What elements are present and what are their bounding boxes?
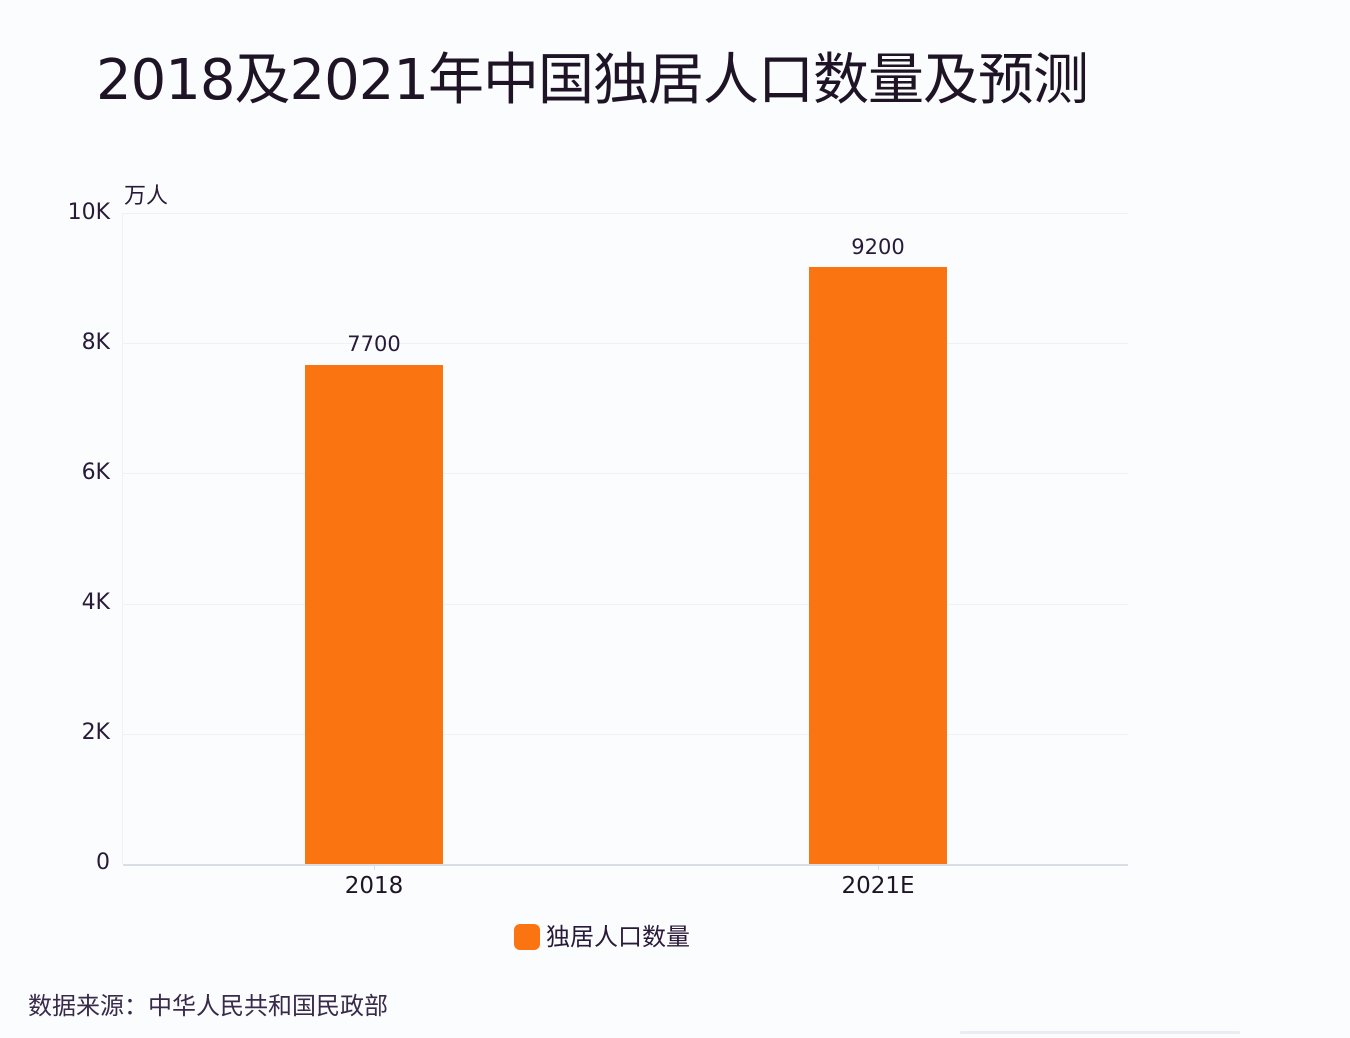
x-tick-mark bbox=[878, 864, 879, 870]
legend-swatch-icon bbox=[514, 924, 540, 950]
gridline-8k bbox=[123, 343, 1128, 344]
gridline-4k bbox=[123, 604, 1128, 605]
bar-2021e[interactable] bbox=[809, 267, 947, 864]
legend[interactable]: 独居人口数量 bbox=[514, 922, 690, 952]
x-tick-label: 2018 bbox=[344, 873, 404, 899]
x-axis-line bbox=[123, 864, 1128, 866]
y-axis-line bbox=[122, 213, 123, 864]
y-tick-label: 0 bbox=[96, 850, 110, 875]
data-source-note: 数据来源：中华人民共和国民政部 bbox=[28, 992, 388, 1020]
bottom-edge-shadow bbox=[960, 1031, 1240, 1034]
y-tick-label: 10K bbox=[67, 200, 110, 225]
y-tick-label: 8K bbox=[81, 330, 110, 355]
gridline-6k bbox=[123, 473, 1128, 474]
chart-title: 2018及2021年中国独居人口数量及预测 bbox=[96, 48, 1089, 113]
y-tick-label: 6K bbox=[81, 460, 110, 485]
y-tick-label: 4K bbox=[81, 590, 110, 615]
x-tick-mark bbox=[374, 864, 375, 870]
bar-value-label: 9200 bbox=[851, 235, 905, 259]
legend-label: 独居人口数量 bbox=[546, 923, 690, 951]
bar-value-label: 7700 bbox=[347, 332, 401, 356]
x-tick-label: 2021E bbox=[841, 873, 915, 899]
y-axis-unit-label: 万人 bbox=[124, 184, 169, 209]
y-tick-label: 2K bbox=[81, 720, 110, 745]
bar-2018[interactable] bbox=[305, 365, 443, 864]
gridline-10k bbox=[123, 213, 1128, 214]
gridline-2k bbox=[123, 734, 1128, 735]
